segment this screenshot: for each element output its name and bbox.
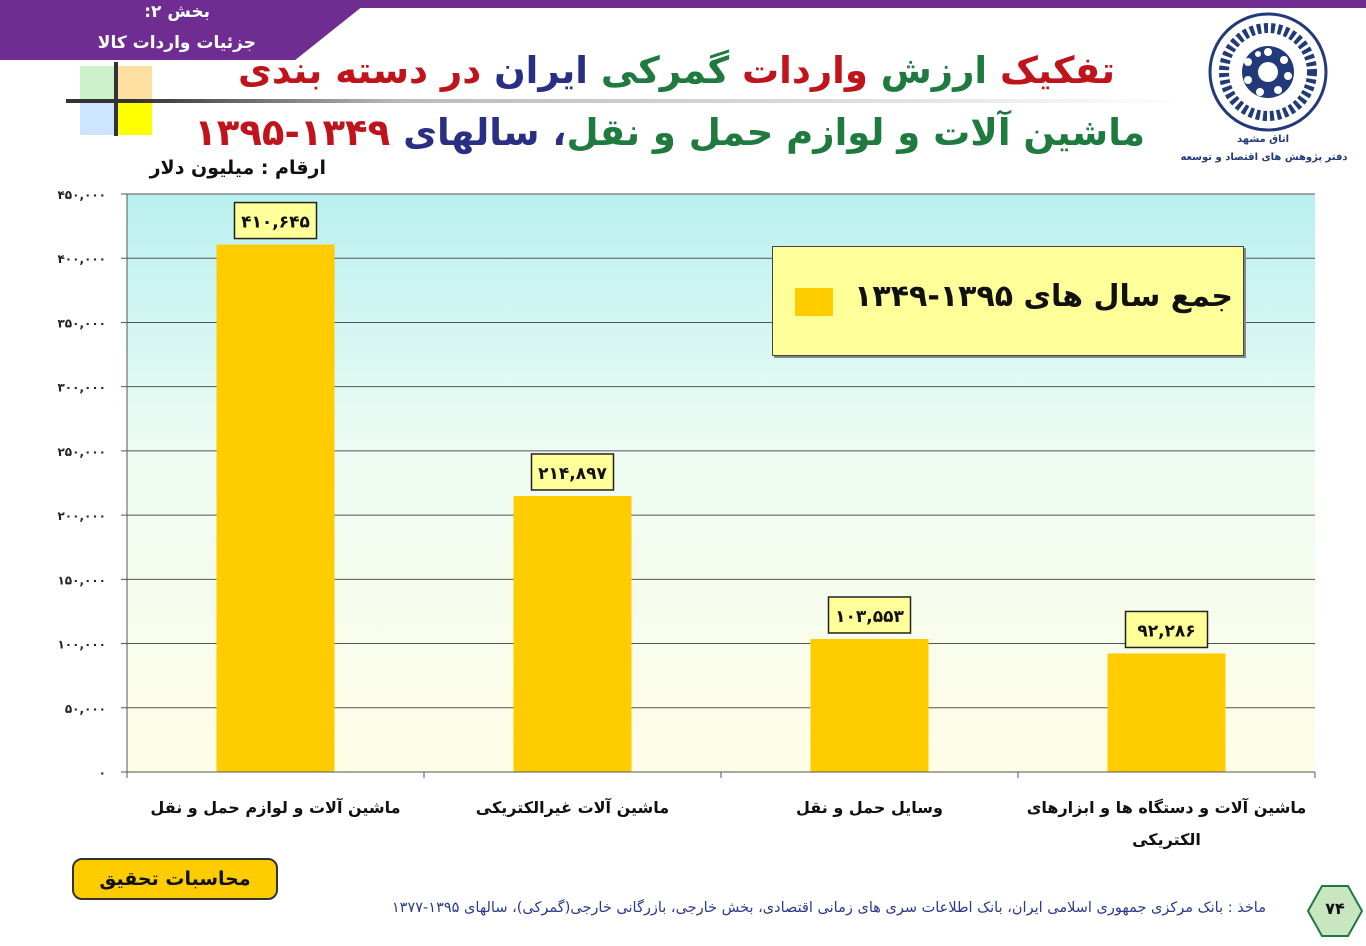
deco-line-vertical xyxy=(114,62,118,136)
deco-square-peach xyxy=(118,66,152,100)
data-label-box xyxy=(233,201,318,240)
deco-line-horizontal xyxy=(66,99,1186,103)
x-category-label-line: ماشین آلات و لوازم حمل و نقل xyxy=(150,798,401,817)
y-tick-label: ۱۰۰,۰۰۰ xyxy=(57,638,106,652)
title-segment: ارزش xyxy=(867,49,988,92)
deco-square-green xyxy=(80,66,114,100)
legend-label: جمع سال های ۱۳۹۵-۱۳۴۹ xyxy=(854,279,1233,314)
y-tick-label: ۲۰۰,۰۰۰ xyxy=(57,509,106,523)
y-tick-label: ۰ xyxy=(99,766,106,780)
bar xyxy=(1107,653,1226,772)
data-label-box xyxy=(1124,610,1209,649)
logo-caption-1: اتاق مشهد xyxy=(1236,134,1290,145)
y-tick-label: ۱۵۰,۰۰۰ xyxy=(57,573,106,587)
data-label-box xyxy=(530,453,615,491)
legend-swatch xyxy=(795,288,833,316)
page-number-badge-icon xyxy=(1306,885,1364,937)
title-segment: در دسته بندی xyxy=(237,49,482,92)
title-segment: ، سالهای xyxy=(390,111,567,154)
y-tick-label: ۴۰۰,۰۰۰ xyxy=(57,252,106,266)
top-stripe xyxy=(0,0,1366,8)
y-tick-label: ۵۰,۰۰۰ xyxy=(65,702,106,716)
source-note: ماخذ : بانک مرکزی جمهوری اسلامی ایران، ب… xyxy=(391,900,1266,916)
units-label: ارقام : میلیون دلار xyxy=(149,157,326,179)
x-category-label-line: وسایل حمل و نقل xyxy=(796,798,943,817)
y-tick-label: ۲۵۰,۰۰۰ xyxy=(57,445,106,459)
data-label: ۱۰۳,۵۵۳ xyxy=(835,607,904,627)
x-category-label: ماشین آلات غیرالکتریکی xyxy=(433,792,713,824)
logo-caption-2: دفتر پژوهش های اقتصاد و توسعه xyxy=(1180,152,1348,163)
y-tick-label: ۳۰۰,۰۰۰ xyxy=(57,381,106,395)
page-number: ۷۴ xyxy=(1325,899,1345,918)
title-segment: واردات xyxy=(729,49,868,92)
data-label: ۲۱۴,۸۹۷ xyxy=(538,464,607,484)
x-category-label: وسایل حمل و نقل xyxy=(730,792,1010,824)
section-title: جزئیات واردات کالا xyxy=(97,33,256,53)
deco-square-blue xyxy=(80,101,114,135)
x-category-label: ماشین آلات و لوازم حمل و نقل xyxy=(136,792,416,824)
data-label: ۴۱۰,۶۴۵ xyxy=(241,213,310,233)
chamber-logo-icon xyxy=(1208,12,1328,132)
page-title-line1: تفکیک ارزش واردات گمرکی ایران در دسته بن… xyxy=(200,46,1115,96)
data-label: ۹۲,۲۸۶ xyxy=(1137,621,1195,641)
y-tick-label: ۴۵۰,۰۰۰ xyxy=(57,188,106,202)
section-number: بخش ۲: xyxy=(144,2,210,22)
page-title-line2: ماشین آلات و لوازم حمل و نقل، سالهای ۱۳۴… xyxy=(160,108,1145,158)
x-category-label-line: الکتریکی xyxy=(1132,830,1201,849)
bar xyxy=(513,495,632,772)
x-category-label-line: ماشین آلات غیرالکتریکی xyxy=(475,798,670,817)
y-tick-label: ۳۵۰,۰۰۰ xyxy=(57,316,106,330)
title-segment: تفکیک xyxy=(987,49,1115,92)
title-segment: ماشین آلات و لوازم حمل و نقل xyxy=(566,111,1145,154)
deco-square-yellow xyxy=(118,101,152,135)
title-segment: ایران xyxy=(481,49,588,92)
title-segment: گمرکی xyxy=(587,49,730,92)
bar xyxy=(810,638,929,772)
section-tab: بخش ۲: جزئیات واردات کالا xyxy=(0,0,360,60)
x-category-label: ماشین آلات و دستگاه ها و ابزارهای الکتریک… xyxy=(1027,792,1307,856)
x-category-label-line: ماشین آلات و دستگاه ها و ابزارهای xyxy=(1026,798,1307,817)
data-label-box xyxy=(827,596,912,634)
calculation-badge: محاسبات تحقیق xyxy=(72,858,278,900)
title-segment: ۱۳۴۹-۱۳۹۵ xyxy=(194,111,391,154)
chart-legend: جمع سال های ۱۳۹۵-۱۳۴۹ xyxy=(772,246,1244,356)
bar xyxy=(216,244,335,772)
